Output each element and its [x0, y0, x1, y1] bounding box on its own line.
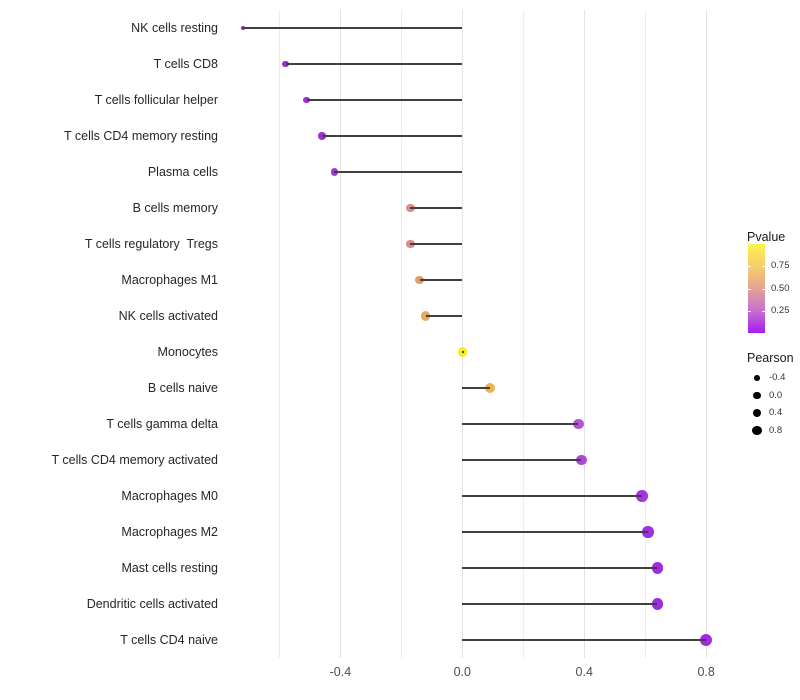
major-gridline: [461, 10, 463, 658]
pvalue-tick-mark: [762, 310, 765, 312]
lollipop-stem: [462, 639, 707, 641]
pvalue-tick-mark: [748, 288, 751, 290]
category-label: Mast cells resting: [121, 561, 218, 575]
lollipop-stem: [410, 207, 463, 209]
pvalue-tick-label: 0.50: [771, 282, 790, 294]
lollipop-stem: [419, 279, 463, 281]
lollipop-stem: [462, 567, 658, 569]
major-gridline: [339, 10, 341, 658]
lollipop-stem: [462, 423, 579, 425]
data-point: [642, 526, 654, 538]
category-label: T cells CD4 naive: [120, 633, 218, 647]
lollipop-stem: [322, 135, 463, 137]
pearson-size-dot: [752, 425, 762, 436]
pvalue-tick-label: 0.25: [771, 304, 790, 316]
category-label: T cells gamma delta: [106, 417, 218, 431]
major-gridline: [583, 10, 585, 658]
minor-gridline: [400, 10, 402, 658]
category-label: T cells follicular helper: [94, 93, 218, 107]
x-tick-label: 0.8: [697, 665, 715, 679]
data-point: [636, 490, 648, 502]
lollipop-stem: [285, 63, 463, 65]
pvalue-colorbar: [748, 244, 765, 333]
pearson-size-label: -0.4: [769, 372, 786, 383]
pearson-size-label: 0.0: [769, 389, 783, 401]
category-label: Macrophages M0: [121, 489, 218, 503]
category-label: B cells naive: [147, 381, 218, 395]
lollipop-stem: [462, 351, 465, 353]
pearson-size-label: 0.8: [769, 424, 783, 436]
legend-pvalue-title: Pvalue: [747, 230, 786, 244]
category-label: Dendritic cells activated: [86, 597, 218, 611]
pearson-size-label: 0.4: [769, 407, 783, 418]
lollipop-stem: [425, 315, 463, 317]
pvalue-tick-mark: [762, 288, 765, 290]
pearson-size-dot: [753, 391, 761, 400]
minor-gridline: [278, 10, 280, 658]
category-label: T cells regulatory Tregs: [84, 237, 218, 251]
lollipop-stem: [462, 531, 649, 533]
data-point: [406, 239, 415, 249]
lollipop-stem: [334, 171, 463, 173]
category-label: B cells memory: [132, 201, 218, 215]
category-label: T cells CD4 memory resting: [64, 129, 218, 143]
minor-gridline: [644, 10, 646, 658]
lollipop-stem: [462, 603, 658, 605]
pearson-size-dot: [752, 408, 762, 418]
data-point: [575, 454, 587, 466]
lollipop-stem: [462, 495, 643, 497]
x-tick-label: 0.4: [575, 665, 593, 679]
x-tick-label: 0.0: [453, 665, 471, 679]
lollipop-stem: [462, 387, 490, 389]
pvalue-tick-label: 0.75: [771, 260, 790, 272]
minor-gridline: [522, 10, 524, 658]
data-point: [484, 383, 495, 393]
lollipop-stem: [462, 459, 582, 461]
x-tick-label: -0.4: [329, 665, 352, 679]
data-point: [318, 132, 326, 140]
pearson-size-dot: [754, 375, 760, 381]
pvalue-tick-mark: [748, 266, 751, 268]
data-point: [572, 418, 584, 430]
lollipop-stem: [306, 99, 463, 101]
major-gridline: [705, 10, 707, 658]
category-label: T cells CD4 memory activated: [51, 453, 219, 467]
category-label: NK cells resting: [131, 21, 218, 35]
data-point: [651, 598, 664, 610]
data-point: [700, 634, 713, 646]
lollipop-stem: [242, 27, 463, 29]
pvalue-tick-mark: [748, 310, 751, 312]
data-point: [651, 562, 664, 574]
category-label: Plasma cells: [147, 165, 218, 179]
category-label: Macrophages M2: [121, 525, 218, 539]
lollipop-stem: [410, 243, 463, 245]
legend-pearson-title: Pearson: [747, 351, 794, 365]
category-label: T cells CD8: [153, 57, 218, 71]
category-label: Macrophages M1: [121, 273, 218, 287]
category-label: NK cells activated: [118, 309, 218, 323]
category-label: Monocytes: [157, 345, 218, 359]
data-point: [406, 203, 415, 213]
pvalue-tick-mark: [762, 266, 765, 268]
